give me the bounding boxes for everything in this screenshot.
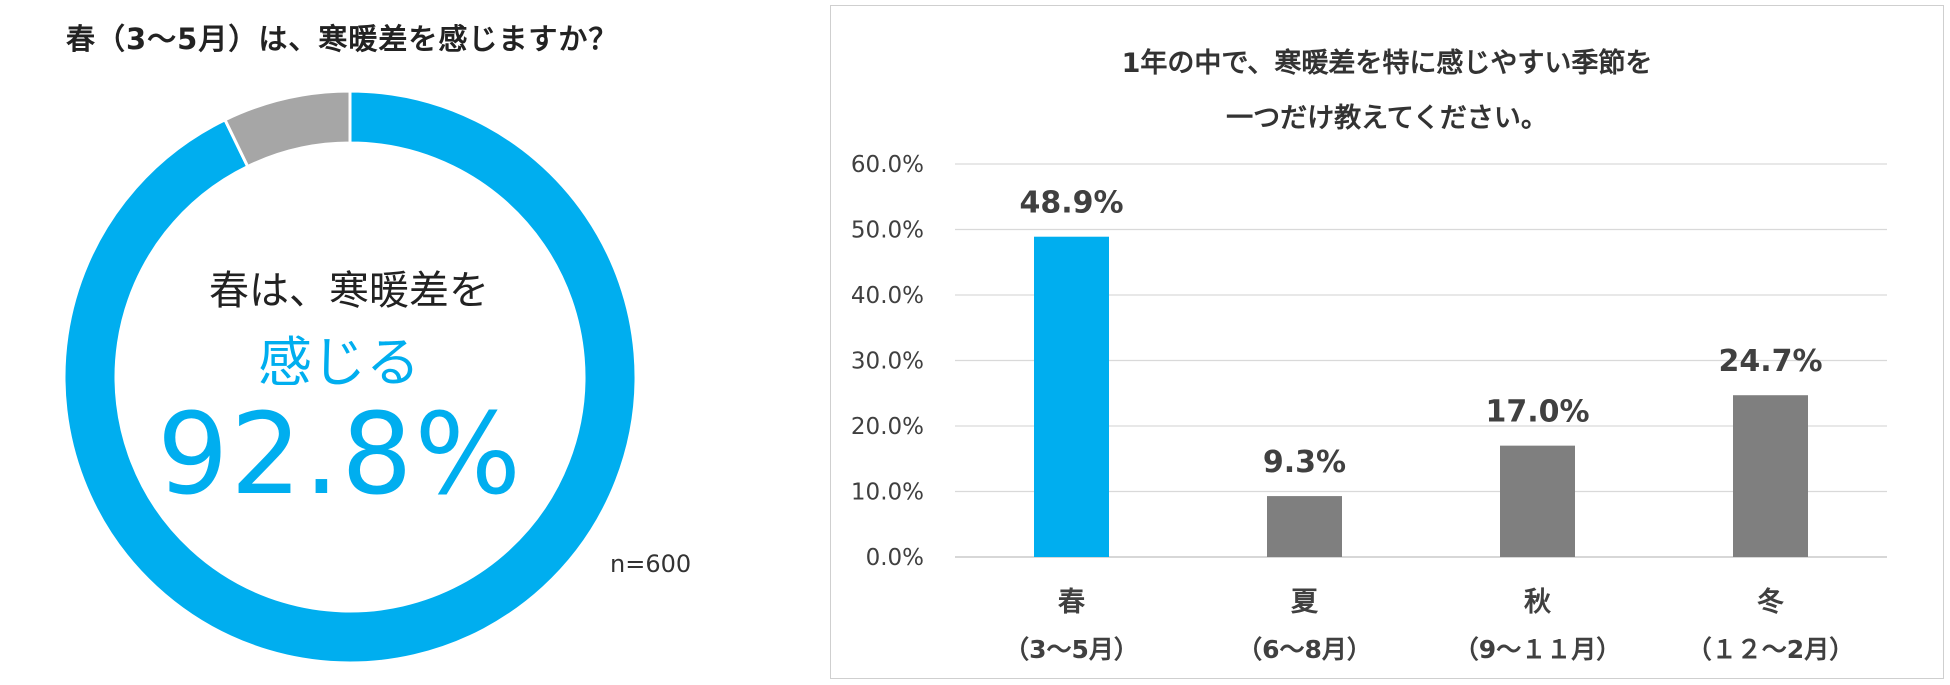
donut-chart <box>62 89 638 665</box>
y-tick-label: 0.0% <box>866 545 924 571</box>
bar-0 <box>1034 236 1109 557</box>
y-tick-label: 50.0% <box>851 218 924 244</box>
x-category-sublabel: （3〜5月） <box>1004 635 1139 664</box>
x-category-label: 春 <box>1058 587 1086 618</box>
donut-slice-1 <box>222 89 352 169</box>
bar-1 <box>1267 496 1342 557</box>
x-category-label: 夏 <box>1291 587 1319 618</box>
donut-center-line2: 感じる <box>258 331 420 394</box>
donut-slice-0 <box>62 89 638 665</box>
donut-center-line1: 春は、寒暖差を <box>209 268 489 314</box>
bar-panel: 1年の中で、寒暖差を特に感じやすい季節を 一つだけ教えてください。 0.0% 10… <box>830 5 1944 679</box>
y-tick-label: 10.0% <box>851 480 924 506</box>
bar-chart-title-line2: 一つだけ教えてください。 <box>1226 103 1548 134</box>
bar-chart-title: 1年の中で、寒暖差を特に感じやすい季節を 一つだけ教えてください。 <box>831 36 1943 146</box>
x-category-sublabel: （9〜１１月） <box>1454 635 1621 664</box>
x-category-sublabel: （１２〜2月） <box>1687 635 1854 664</box>
bar-value-label: 9.3% <box>1263 445 1346 480</box>
bar-value-label: 24.7% <box>1718 344 1822 379</box>
bar-value-label: 48.9% <box>1019 186 1123 221</box>
y-tick-label: 60.0% <box>851 152 924 178</box>
bar-chart-title-line1: 1年の中で、寒暖差を特に感じやすい季節を <box>1121 48 1653 79</box>
y-tick-label: 20.0% <box>851 414 924 440</box>
bar-value-label: 17.0% <box>1485 395 1589 430</box>
bar-2 <box>1500 445 1575 557</box>
y-tick-label: 30.0% <box>851 349 924 375</box>
bar-chart: 0.0% 10.0% 20.0% 30.0% 40.0% 50.0% 60.0% 48.9% 春… <box>851 152 1887 664</box>
x-category-sublabel: （6〜8月） <box>1237 635 1372 664</box>
bar-3 <box>1733 395 1808 557</box>
donut-panel: 春（3〜5月）は、寒暖差を感じますか？ 春は、寒暖差を 感じる 92.8% n=… <box>0 0 820 685</box>
x-category-label: 秋 <box>1524 587 1551 618</box>
x-category-label: 冬 <box>1757 586 1784 618</box>
sample-size-label: n=600 <box>610 550 692 578</box>
donut-title: 春（3〜5月）は、寒暖差を感じますか？ <box>66 22 619 56</box>
donut-center-value: 92.8% <box>157 390 523 520</box>
y-tick-label: 40.0% <box>851 283 924 309</box>
